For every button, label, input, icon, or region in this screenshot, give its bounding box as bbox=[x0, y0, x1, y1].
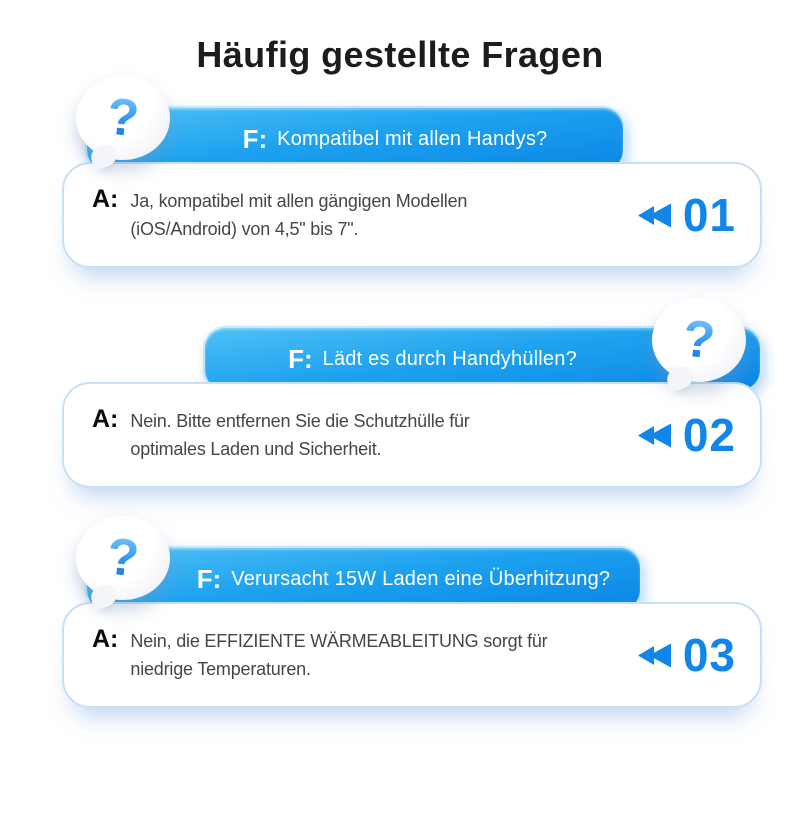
answer-body: A: Ja, kompatibel mit allen gängigen Mod… bbox=[92, 186, 467, 244]
question-bar: F: Kompatibel mit allen Handys? bbox=[85, 106, 625, 172]
faq-list: F: Kompatibel mit allen Handys? ? A: Ja,… bbox=[62, 76, 762, 708]
question-prefix: F: bbox=[242, 123, 268, 154]
answer-card: A: Ja, kompatibel mit allen gängigen Mod… bbox=[62, 162, 762, 268]
question-mark-glyph: ? bbox=[680, 309, 718, 371]
speech-bubble: ? bbox=[652, 298, 746, 382]
question-prefix: F: bbox=[196, 563, 222, 594]
faq-item-3: F: Verursacht 15W Laden eine Überhitzung… bbox=[62, 516, 762, 708]
question-text: Kompatibel mit allen Handys? bbox=[277, 127, 548, 150]
answer-card: A: Nein. Bitte entfernen Sie die Schutzh… bbox=[62, 382, 762, 488]
speech-bubble: ? bbox=[76, 516, 170, 600]
faq-number: 01 bbox=[682, 189, 736, 241]
rewind-arrow-icon bbox=[637, 423, 671, 447]
faq-item-2: F: Lädt es durch Handyhüllen? ? A: Nein.… bbox=[62, 298, 762, 488]
answer-prefix: A: bbox=[92, 625, 119, 654]
question-text: Verursacht 15W Laden eine Überhitzung? bbox=[231, 567, 611, 590]
question-row: F: Kompatibel mit allen Handys? ? bbox=[62, 76, 762, 172]
question-text: Lädt es durch Handyhüllen? bbox=[322, 347, 577, 370]
question-bubble-icon: ? bbox=[76, 76, 170, 174]
question-bubble-icon: ? bbox=[76, 516, 170, 614]
question-row: F: Lädt es durch Handyhüllen? ? bbox=[62, 298, 762, 392]
faq-number-badge: 01 bbox=[637, 188, 736, 242]
faq-number-badge: 02 bbox=[637, 408, 736, 462]
question-prefix: F: bbox=[288, 343, 313, 374]
faq-number: 02 bbox=[682, 409, 736, 461]
faq-item-1: F: Kompatibel mit allen Handys? ? A: Ja,… bbox=[62, 76, 762, 268]
answer-text: Nein, die EFFIZIENTE WÄRMEABLEITUNG sorg… bbox=[130, 631, 548, 679]
answer-text: Ja, kompatibel mit allen gängigen Modell… bbox=[130, 191, 468, 239]
rewind-arrow-icon bbox=[637, 643, 671, 667]
question-mark-glyph: ? bbox=[104, 87, 142, 149]
answer-card: A: Nein, die EFFIZIENTE WÄRMEABLEITUNG s… bbox=[62, 602, 762, 708]
question-mark-glyph: ? bbox=[104, 527, 142, 589]
faq-number: 03 bbox=[682, 629, 736, 681]
answer-prefix: A: bbox=[92, 405, 119, 434]
answer-text: Nein. Bitte entfernen Sie die Schutzhüll… bbox=[130, 411, 470, 459]
faq-number-badge: 03 bbox=[637, 628, 736, 682]
page-title: Häufig gestellte Fragen bbox=[196, 34, 604, 75]
answer-body: A: Nein. Bitte entfernen Sie die Schutzh… bbox=[92, 406, 470, 464]
question-bar: F: Verursacht 15W Laden eine Überhitzung… bbox=[85, 546, 642, 612]
speech-bubble: ? bbox=[76, 76, 170, 160]
answer-body: A: Nein, die EFFIZIENTE WÄRMEABLEITUNG s… bbox=[92, 625, 548, 684]
answer-prefix: A: bbox=[92, 185, 119, 214]
question-bubble-icon: ? bbox=[652, 298, 746, 396]
rewind-arrow-icon bbox=[637, 203, 671, 227]
question-row: F: Verursacht 15W Laden eine Überhitzung… bbox=[62, 516, 762, 612]
